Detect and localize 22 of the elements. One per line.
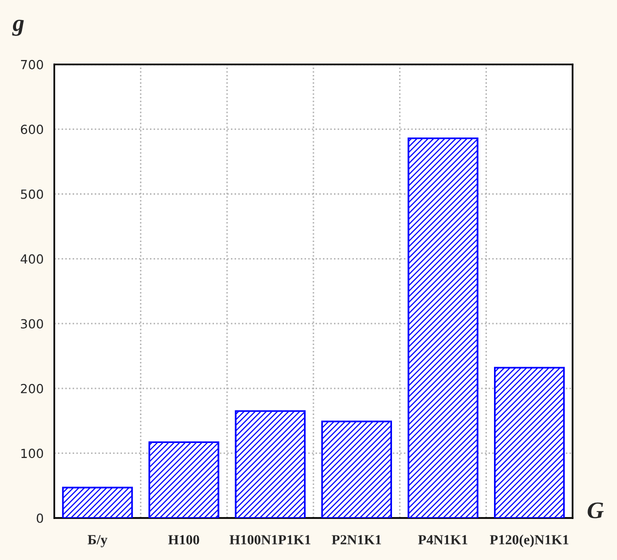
x-tick-label: H100N1P1K1 [230, 535, 310, 544]
bar [321, 420, 392, 518]
bar [148, 441, 220, 518]
y-tick-label: 100 [21, 448, 44, 458]
x-tick-label: P4N1K1 [418, 535, 468, 544]
x-tick-label: P120(e)N1K1 [490, 534, 568, 548]
bar [62, 486, 133, 518]
y-tick-label: 400 [20, 254, 44, 264]
x-tick-label: Б/у [88, 535, 108, 548]
bar [234, 410, 306, 518]
y-tick-label: 300 [20, 319, 44, 329]
y-tick-label: 700 [21, 60, 44, 70]
bar [494, 366, 565, 518]
x-tick-label: P2N1K1 [332, 535, 381, 544]
y-tick-label: 0 [36, 513, 44, 523]
y-tick-label: 200 [20, 384, 44, 394]
bar [408, 137, 478, 518]
x-tick-label: H100 [168, 535, 200, 544]
y-tick-label: 500 [20, 189, 44, 199]
y-axis-title: g [12, 20, 24, 36]
y-tick-label: 600 [20, 124, 44, 134]
x-axis-title: G [588, 502, 604, 518]
